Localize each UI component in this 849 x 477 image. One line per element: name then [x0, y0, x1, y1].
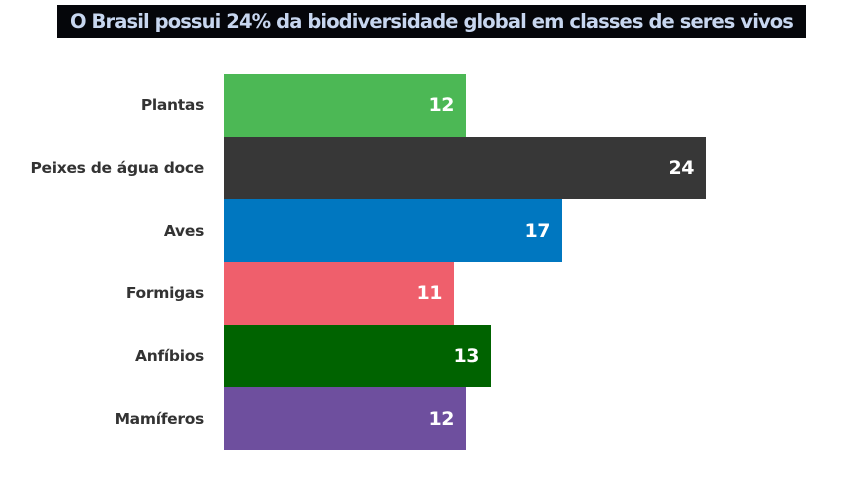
bar-row-plantas: Plantas 12	[0, 74, 849, 137]
bar-chart: Plantas 12 Peixes de água doce 24 Aves 1…	[0, 74, 849, 451]
category-label: Peixes de água doce	[30, 159, 204, 178]
value-label: 13	[453, 345, 480, 368]
bar: 17	[224, 199, 562, 263]
category-label: Plantas	[140, 96, 204, 115]
bar-row-formigas: Formigas 11	[0, 262, 849, 325]
bar-row-mamiferos: Mamíferos 12	[0, 387, 849, 451]
value-label: 17	[524, 219, 551, 242]
category-label: Aves	[163, 221, 204, 240]
value-label: 12	[428, 94, 455, 117]
chart-title: O Brasil possui 24% da biodiversidade gl…	[57, 5, 806, 38]
category-label: Anfíbios	[135, 347, 204, 366]
value-label: 24	[668, 157, 695, 180]
bar-row-anfibios: Anfíbios 13	[0, 324, 849, 388]
bar: 12	[224, 74, 466, 137]
bar: 11	[224, 262, 454, 325]
value-label: 11	[416, 282, 443, 305]
bar-row-aves: Aves 17	[0, 199, 849, 263]
category-label: Formigas	[125, 284, 204, 303]
category-label: Mamíferos	[114, 409, 205, 428]
bar: 24	[224, 136, 706, 200]
value-label: 12	[428, 407, 455, 430]
bar: 12	[224, 387, 466, 451]
bar: 13	[224, 324, 491, 388]
bar-row-peixes: Peixes de água doce 24	[0, 136, 849, 200]
